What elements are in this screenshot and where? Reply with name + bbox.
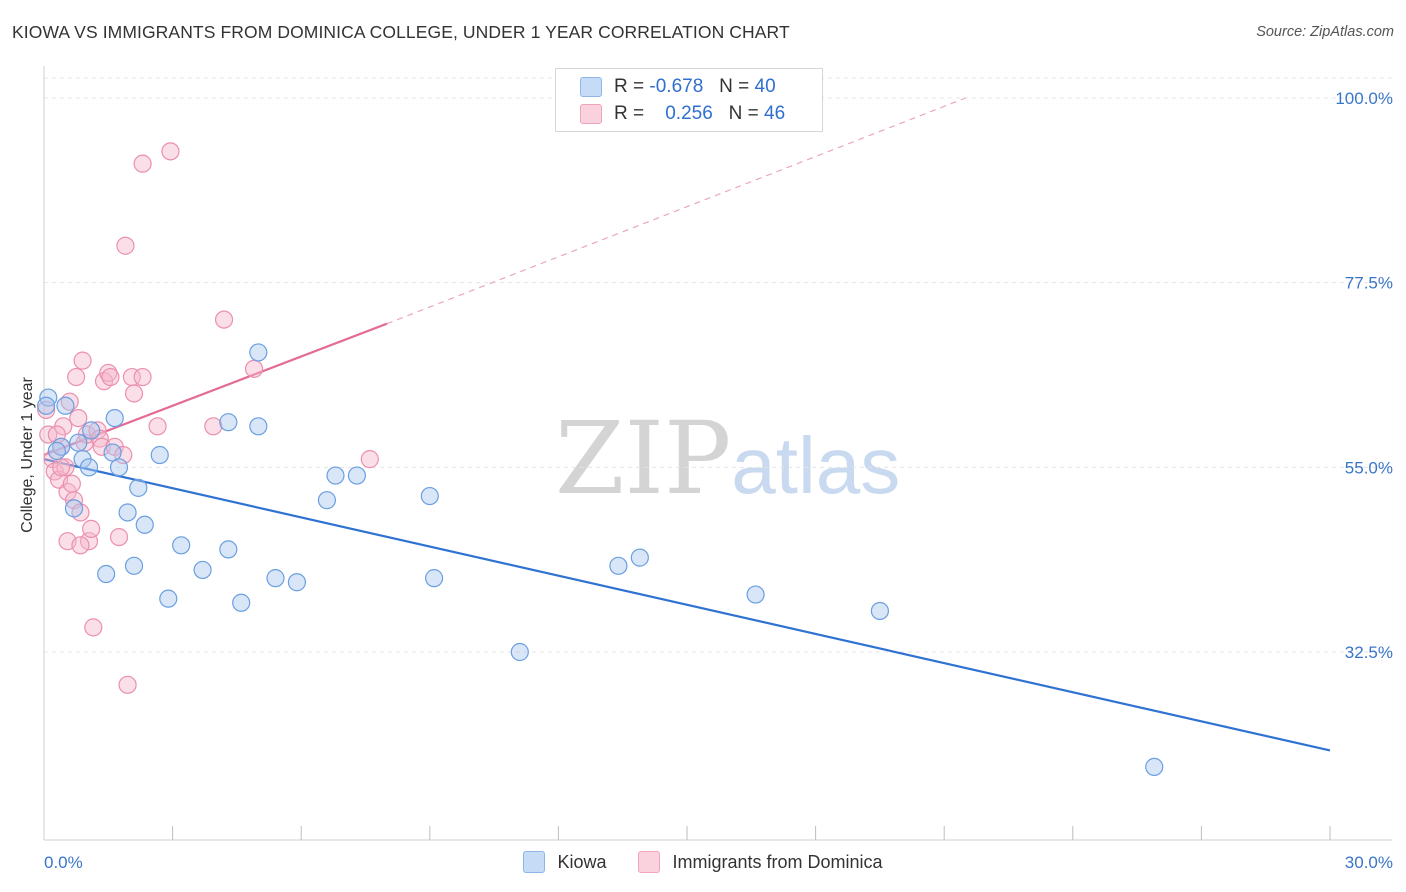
kiowa-point — [1145, 757, 1164, 777]
legend-n-label: N = — [719, 76, 750, 97]
legend-row-dominica: R = 0.256 N = 46 — [580, 101, 785, 127]
kiowa-point — [266, 569, 285, 588]
kiowa-point — [47, 441, 66, 461]
dominica-point — [71, 536, 90, 555]
kiowa-point — [326, 466, 345, 485]
dominica-point — [73, 351, 92, 370]
kiowa-point — [150, 445, 169, 465]
kiowa-point — [69, 433, 88, 452]
dominica-point — [161, 142, 180, 161]
series-swatch-kiowa — [523, 851, 546, 873]
trend-lines — [43, 97, 1331, 752]
dominica-point — [109, 527, 129, 547]
kiowa-point — [219, 540, 238, 559]
source-label: Source: ZipAtlas.com — [1256, 24, 1394, 40]
y-tick-label: 55.0% — [1345, 458, 1393, 477]
kiowa-point — [105, 408, 124, 428]
kiowa-trend-line — [43, 458, 1331, 752]
kiowa-point — [510, 642, 529, 662]
stats-legend: R = -0.678 N = 40 R = 0.256 N = 46 — [555, 68, 823, 132]
dominica-point — [133, 154, 152, 173]
dominica-trend-line — [43, 322, 388, 457]
series-label-dominica: Immigrants from Dominica — [672, 851, 883, 872]
watermark-atlas: atlas — [731, 421, 901, 510]
legend-r-label: R = — [614, 76, 645, 97]
x-tick-label: 30.0% — [1345, 853, 1393, 872]
dominica-trend-extension — [386, 97, 966, 325]
dominica-point — [62, 474, 81, 493]
kiowa-point — [135, 515, 154, 534]
kiowa-point — [630, 548, 649, 567]
dominica-point — [133, 367, 152, 387]
axes — [43, 66, 1392, 841]
kiowa-point — [746, 585, 765, 604]
dominica-point — [84, 618, 103, 637]
x-tick-label: 0.0% — [44, 853, 83, 872]
dominica-point — [148, 417, 167, 436]
kiowa-point — [124, 556, 144, 575]
kiowa-point — [249, 343, 268, 362]
kiowa-point — [219, 413, 238, 432]
kiowa-point — [424, 569, 444, 588]
data-points — [37, 142, 1164, 777]
kiowa-point — [118, 503, 137, 522]
legend-swatch-kiowa — [580, 77, 602, 97]
dominica-point — [204, 417, 223, 436]
dominica-point — [124, 384, 144, 403]
series-label-kiowa: Kiowa — [557, 851, 607, 872]
legend-row-kiowa: R = -0.678 N = 40 — [580, 74, 776, 100]
kiowa-point — [420, 486, 439, 506]
kiowa-point — [109, 458, 129, 477]
dominica-point — [67, 367, 86, 387]
kiowa-point — [347, 466, 367, 485]
kiowa-point — [870, 601, 890, 621]
legend-r-label: R = — [614, 103, 645, 124]
kiowa-point — [97, 564, 116, 584]
dominica-point — [69, 408, 88, 428]
watermark: ZIPatlas — [555, 400, 900, 517]
series-swatch-dominica — [638, 851, 661, 873]
y-tick-label: 100.0% — [1335, 89, 1393, 108]
dominica-point — [92, 437, 111, 456]
kiowa-point — [249, 417, 268, 436]
chart-title: KIOWA VS IMMIGRANTS FROM DOMINICA COLLEG… — [12, 22, 790, 42]
kiowa-point — [232, 593, 251, 612]
kiowa-point — [287, 573, 307, 592]
y-tick-label: 77.5% — [1345, 274, 1393, 293]
kiowa-point — [609, 556, 628, 575]
kiowa-point — [129, 478, 148, 497]
series-legend-kiowa[interactable]: Kiowa — [523, 851, 606, 873]
tick-labels: 32.5% 55.0% 77.5% 100.0% 0.0% 30.0% — [44, 89, 1393, 872]
legend-n-label: N = — [728, 103, 759, 124]
series-legend-dominica[interactable]: Immigrants from Dominica — [638, 851, 883, 873]
dominica-point — [244, 359, 264, 378]
kiowa-point — [64, 499, 84, 518]
legend-r-value: 0.256 — [665, 103, 713, 124]
kiowa-point — [56, 396, 75, 415]
y-tick-label: 32.5% — [1345, 643, 1393, 662]
dominica-point — [56, 458, 75, 477]
kiowa-point — [317, 491, 337, 510]
kiowa-point — [193, 560, 212, 580]
legend-n-value: 46 — [764, 103, 786, 124]
series-legend: Kiowa Immigrants from Dominica — [0, 851, 1406, 873]
kiowa-point — [172, 536, 191, 555]
kiowa-point — [82, 421, 101, 440]
kiowa-point — [79, 458, 99, 477]
dominica-point — [360, 450, 379, 469]
dominica-point — [101, 367, 120, 387]
watermark-zip: ZIP — [555, 400, 732, 517]
dominica-point — [214, 310, 234, 329]
dominica-point — [82, 519, 101, 538]
legend-r-value: -0.678 — [649, 76, 704, 97]
dominica-point — [116, 236, 135, 255]
kiowa-point — [37, 396, 56, 415]
dominica-point — [118, 675, 137, 694]
kiowa-point — [159, 589, 178, 608]
dominica-point — [52, 458, 71, 477]
legend-swatch-dominica — [580, 104, 602, 124]
legend-n-value: 40 — [754, 76, 776, 97]
